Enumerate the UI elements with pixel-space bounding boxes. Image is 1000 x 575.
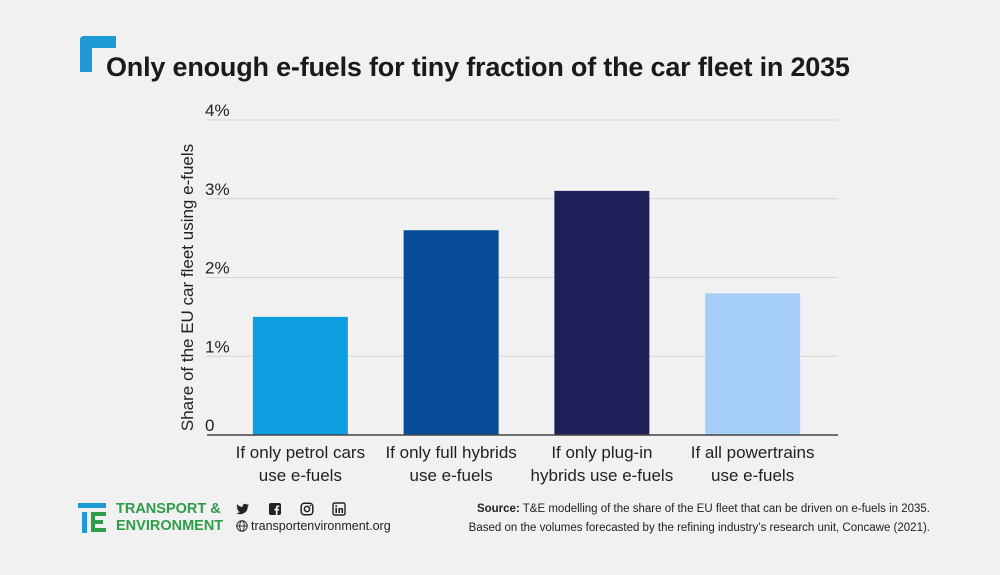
te-logo-text: TRANSPORT & ENVIRONMENT bbox=[116, 501, 223, 535]
category-label-line: use e-fuels bbox=[259, 466, 342, 485]
source-note: Source: T&E modelling of the share of th… bbox=[370, 500, 930, 538]
bar bbox=[705, 293, 801, 435]
category-label-line: hybrids use e-fuels bbox=[531, 466, 674, 485]
source-line-1: T&E modelling of the share of the EU fle… bbox=[522, 503, 930, 515]
x-category-label: If all powertrains use e-fuels bbox=[691, 443, 815, 485]
logo-line-1: TRANSPORT & bbox=[116, 501, 221, 517]
website-text: transportenvironment.org bbox=[251, 519, 391, 533]
chart-title: Only enough e-fuels for tiny fraction of… bbox=[106, 52, 850, 82]
y-tick-label: 0 bbox=[205, 416, 214, 435]
te-logo[interactable]: TRANSPORT & ENVIRONMENT bbox=[78, 501, 228, 537]
corner-bracket-icon bbox=[80, 36, 116, 72]
y-tick-labels: 0 1% 2% 3% 4% bbox=[205, 101, 230, 435]
logo-line-2: ENVIRONMENT bbox=[116, 518, 224, 534]
te-logo-icon bbox=[78, 503, 106, 533]
bars bbox=[252, 190, 801, 435]
globe-icon bbox=[236, 520, 248, 532]
y-tick-label: 1% bbox=[205, 337, 230, 356]
category-label-line: use e-fuels bbox=[410, 466, 493, 485]
y-axis-label: Share of the EU car fleet using e-fuels bbox=[178, 144, 197, 431]
category-label-line: If only plug-in bbox=[551, 443, 652, 462]
x-category-label: If only full hybrids use e-fuels bbox=[385, 443, 516, 485]
instagram-icon[interactable] bbox=[300, 502, 314, 516]
bar bbox=[554, 190, 650, 435]
category-label-line: If only petrol cars bbox=[236, 443, 365, 462]
y-tick-label: 2% bbox=[205, 259, 230, 278]
category-label-line: use e-fuels bbox=[711, 466, 794, 485]
source-label: Source: bbox=[476, 503, 520, 515]
bar-chart: 0 1% 2% 3% 4% If only petrol cars use e-fuels… bbox=[178, 101, 838, 485]
twitter-icon[interactable] bbox=[236, 502, 250, 516]
x-category-label: If only petrol cars use e-fuels bbox=[236, 443, 365, 485]
source-line-2: Based on the volumes forecasted by the r… bbox=[468, 522, 930, 534]
y-tick-label: 4% bbox=[205, 101, 230, 120]
bar bbox=[403, 230, 499, 435]
x-category-label: If only plug-in hybrids use e-fuels bbox=[531, 443, 674, 485]
y-tick-label: 3% bbox=[205, 180, 230, 199]
facebook-icon[interactable] bbox=[268, 502, 282, 516]
social-links bbox=[236, 502, 364, 516]
linkedin-icon[interactable] bbox=[332, 502, 346, 516]
category-label-line: If only full hybrids bbox=[385, 443, 516, 462]
category-label-line: If all powertrains bbox=[691, 443, 815, 462]
bar bbox=[252, 316, 348, 435]
website-link[interactable]: transportenvironment.org bbox=[236, 519, 391, 533]
